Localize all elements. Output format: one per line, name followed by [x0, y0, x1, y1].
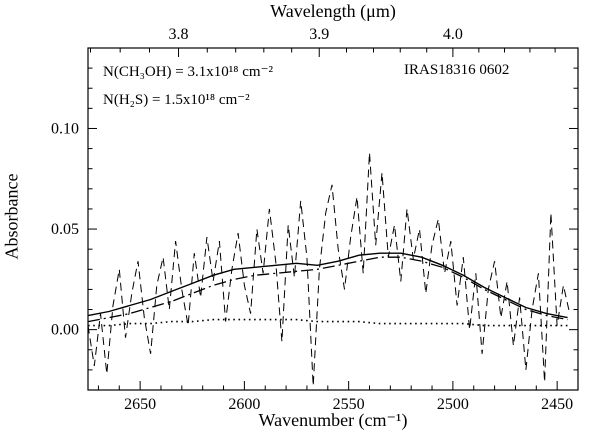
y-tick-label: 0.00	[51, 322, 79, 339]
x-axis-title: Wavenumber (cm⁻¹)	[258, 410, 408, 430]
x-tick-label: 2450	[541, 396, 573, 413]
annotation-ch3oh-column-density: N(CH₃OH) = 3.1x10¹⁸ cm⁻²	[103, 64, 273, 80]
x-tick-label: 2600	[228, 396, 260, 413]
y-axis-title: Absorbance	[1, 173, 22, 260]
top-tick-label: 3.9	[309, 26, 329, 43]
observed-spectrum-line	[87, 152, 571, 387]
ch3oh-component-line	[87, 256, 568, 323]
x-tick-label: 2500	[437, 396, 469, 413]
y-tick-label: 0.10	[51, 120, 79, 137]
annotation-source-name: IRAS18316 0602	[404, 62, 510, 78]
annotation-h2s-column-density: N(H₂S) = 1.5x10¹⁸ cm⁻²	[103, 92, 250, 108]
h2s-component-line	[88, 318, 568, 327]
x-tick-label: 2650	[124, 396, 156, 413]
plot-frame	[87, 47, 579, 391]
top-tick-label: 3.8	[169, 26, 189, 43]
top-tick-label: 4.0	[443, 26, 463, 43]
x-tick-label: 2550	[333, 396, 365, 413]
y-tick-label: 0.05	[51, 221, 79, 238]
top-axis-title: Wavelength (μm)	[270, 1, 396, 21]
total-fit-line	[87, 252, 568, 319]
